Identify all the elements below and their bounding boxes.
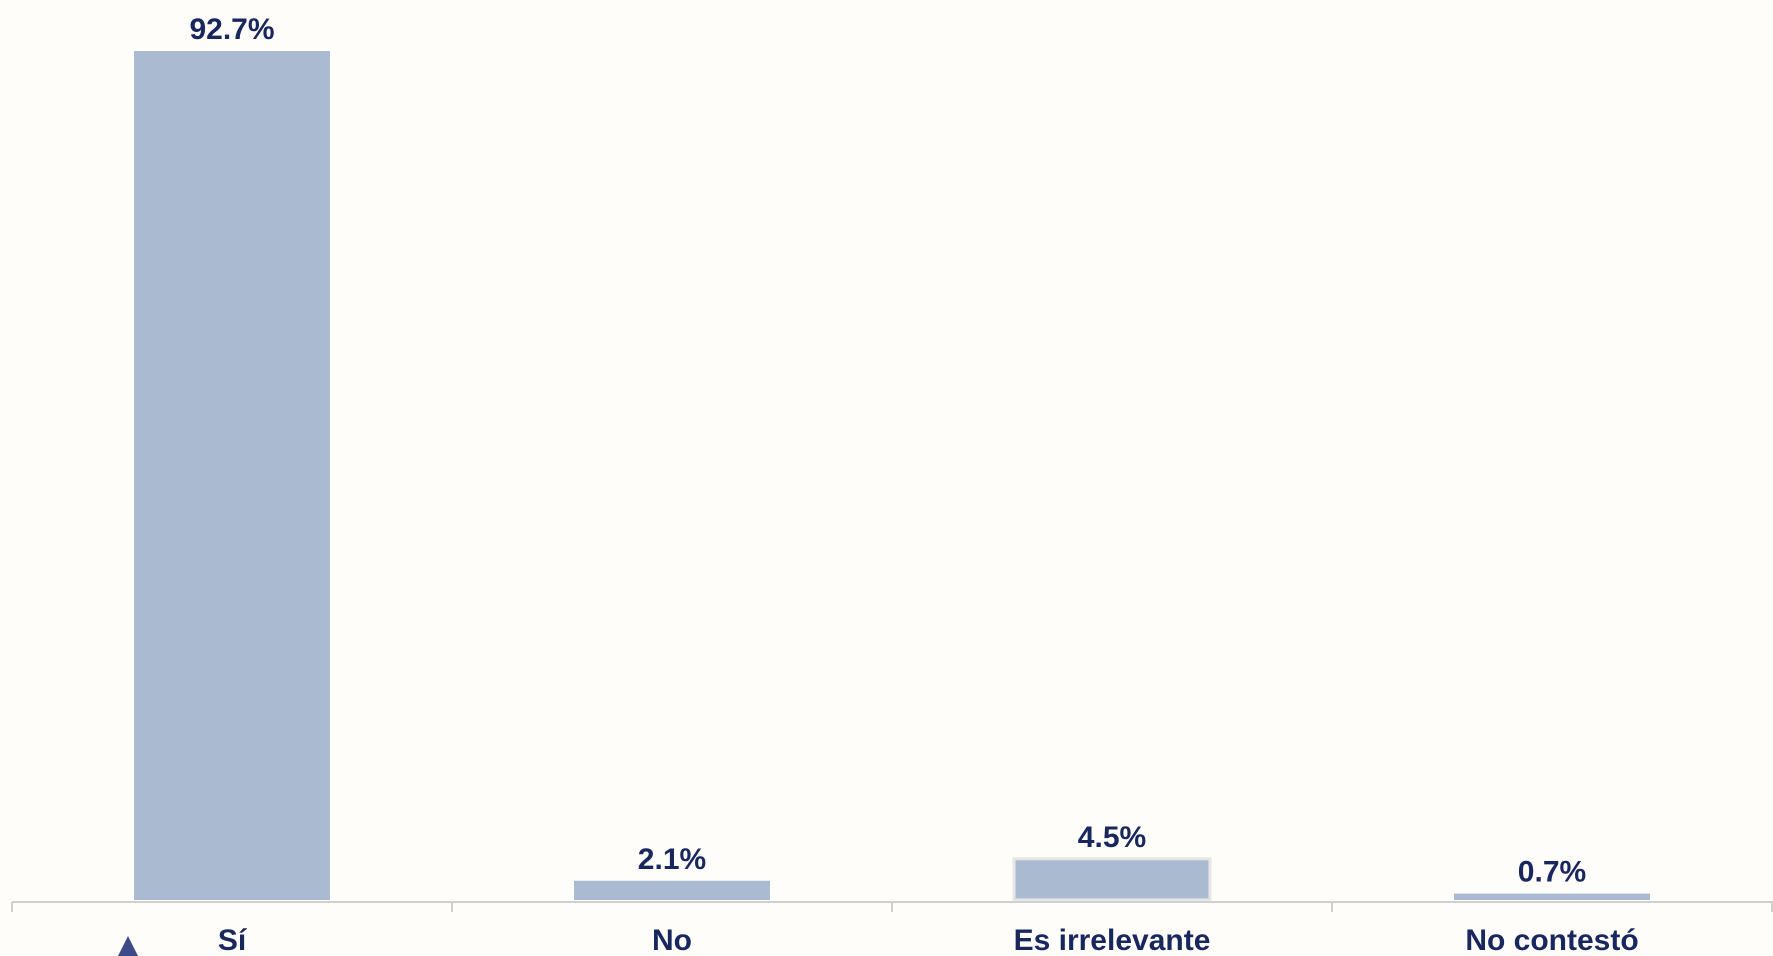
value-label-2: 4.5% xyxy=(1078,821,1146,854)
bar-0 xyxy=(134,51,330,900)
x-tick-label-1: No xyxy=(652,924,692,956)
bar-2 xyxy=(1012,857,1212,902)
bars-layer xyxy=(134,51,1650,902)
x-tick-labels-layer: Sí No Es irrelevante No contestó xyxy=(218,924,1639,956)
value-labels-layer: 92.7% 2.1% 4.5% 0.7% xyxy=(189,13,1586,889)
x-tick-label-3: No contestó xyxy=(1465,924,1638,956)
value-label-3: 0.7% xyxy=(1518,856,1586,889)
value-label-1: 2.1% xyxy=(638,843,706,876)
x-tick-label-0: Sí xyxy=(218,924,248,956)
logo-triangle-icon xyxy=(118,936,138,956)
bar-1 xyxy=(574,880,770,900)
logo-fragment xyxy=(118,936,138,956)
x-tick-label-2: Es irrelevante xyxy=(1014,924,1211,956)
value-label-0: 92.7% xyxy=(189,13,274,46)
x-axis xyxy=(11,901,1773,912)
bar-3 xyxy=(1454,893,1650,900)
